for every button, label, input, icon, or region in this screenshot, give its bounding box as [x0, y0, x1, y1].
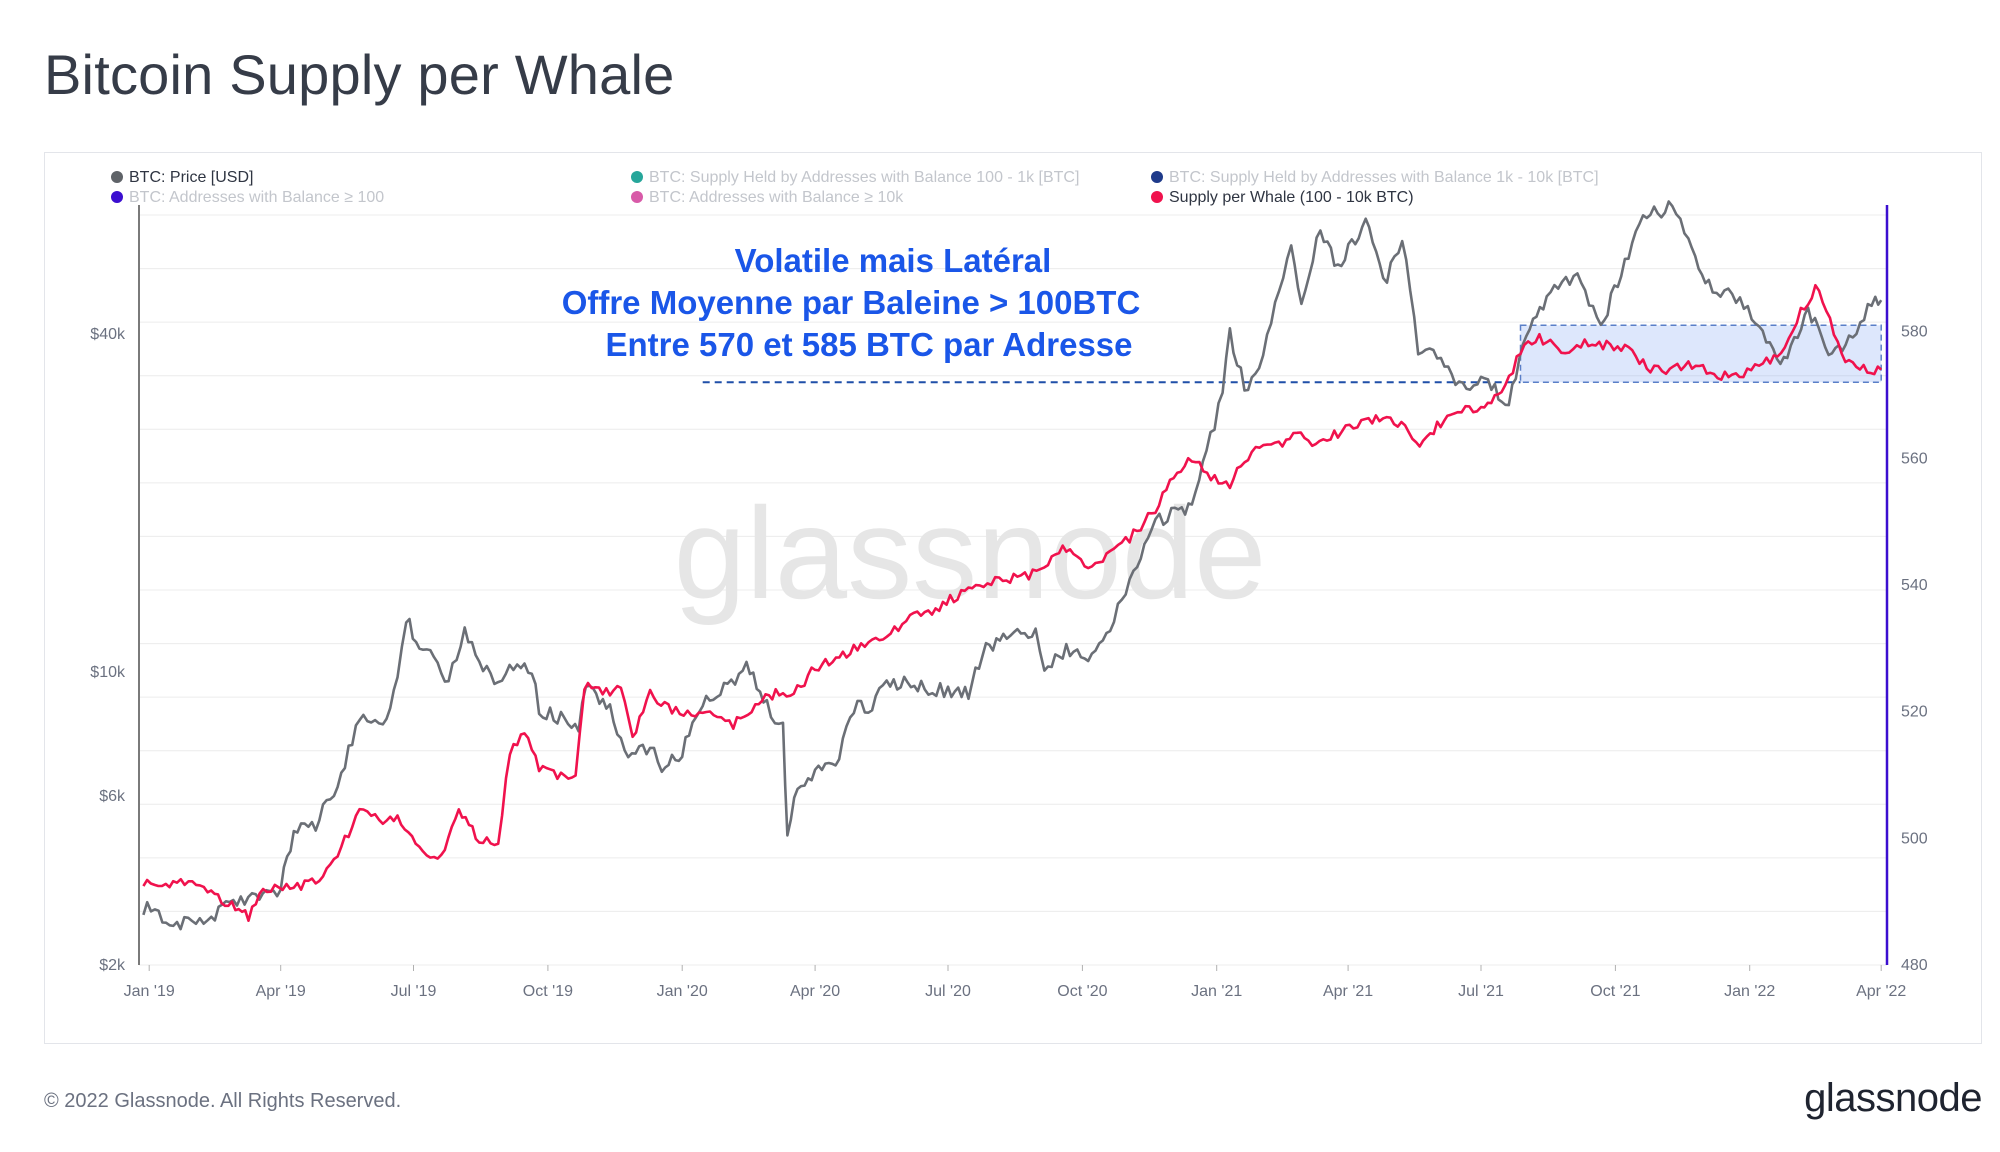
x-tick-label: Jul '21: [1458, 983, 1504, 1000]
legend-label: BTC: Addresses with Balance ≥ 10k: [649, 189, 904, 206]
x-tick-label: Apr '19: [256, 983, 306, 1000]
legend-marker: [631, 171, 643, 183]
legend-label: BTC: Supply Held by Addresses with Balan…: [1169, 169, 1599, 186]
page-title: Bitcoin Supply per Whale: [44, 43, 675, 106]
x-tick-label: Jan '20: [657, 983, 708, 1000]
legend-marker: [111, 191, 123, 203]
series-layer: [142, 200, 1883, 931]
legend-item[interactable]: BTC: Addresses with Balance ≥ 100: [111, 189, 384, 206]
axes: $2k $6k $10k $40k 480 500 520 540 560 580 Jan '19 A…: [90, 205, 1928, 1000]
legend-marker: [1151, 191, 1163, 203]
legend-item[interactable]: BTC: Price [USD]: [111, 169, 253, 186]
left-tick-label: $2k: [99, 957, 126, 974]
legend-marker: [1151, 171, 1163, 183]
legend-marker: [631, 191, 643, 203]
right-tick-label: 580: [1901, 324, 1928, 341]
gridlines: [139, 214, 1887, 966]
lateral-range-box: [1519, 324, 1882, 384]
legend-label: BTC: Supply Held by Addresses with Balan…: [649, 169, 1079, 186]
legend-item[interactable]: BTC: Supply Held by Addresses with Balan…: [631, 169, 1079, 186]
supply-per-whale-line: [142, 283, 1883, 923]
watermark: glassnode: [674, 480, 1267, 626]
x-tick-label: Oct '19: [523, 983, 573, 1000]
chart-canvas: glassnode $2k $6k $10k $40k 480 500 520 540 560 5…: [90, 169, 1928, 1000]
right-tick-label: 520: [1901, 704, 1928, 721]
x-tick-label: Apr '21: [1323, 983, 1373, 1000]
legend-item[interactable]: Supply per Whale (100 - 10k BTC): [1151, 189, 1414, 206]
left-tick-label: $6k: [99, 788, 126, 805]
x-tick-label: Jul '19: [391, 983, 437, 1000]
right-tick-label: 480: [1901, 957, 1928, 974]
annotation: Volatile mais Latéral Offre Moyenne par B…: [562, 242, 1141, 363]
annotation-line: Entre 570 et 585 BTC par Adresse: [605, 326, 1132, 363]
annotation-line: Volatile mais Latéral: [735, 242, 1052, 279]
x-tick-label: Apr '22: [1856, 983, 1906, 1000]
left-tick-label: $40k: [90, 326, 126, 343]
legend-item[interactable]: BTC: Supply Held by Addresses with Balan…: [1151, 169, 1599, 186]
x-tick-label: Oct '20: [1057, 983, 1107, 1000]
x-tick-label: Jan '21: [1191, 983, 1242, 1000]
annotation-line: Offre Moyenne par Baleine > 100BTC: [562, 284, 1141, 321]
right-tick-label: 560: [1901, 450, 1928, 467]
legend-label: BTC: Price [USD]: [129, 169, 253, 186]
legend-label: BTC: Addresses with Balance ≥ 100: [129, 189, 384, 206]
btc-price-line: [142, 200, 1883, 931]
x-tick-label: Jan '19: [124, 983, 175, 1000]
x-tick-label: Oct '21: [1590, 983, 1640, 1000]
legend: BTC: Price [USD] BTC: Addresses with Bala…: [111, 169, 1599, 206]
copyright-text: © 2022 Glassnode. All Rights Reserved.: [44, 1090, 402, 1112]
legend-marker: [111, 171, 123, 183]
x-tick-label: Jul '20: [925, 983, 971, 1000]
x-tick-label: Apr '20: [790, 983, 840, 1000]
glassnode-logo[interactable]: glassnode: [1804, 1076, 1982, 1120]
legend-label: Supply per Whale (100 - 10k BTC): [1169, 189, 1414, 206]
legend-item[interactable]: BTC: Addresses with Balance ≥ 10k: [631, 189, 904, 206]
right-tick-label: 540: [1901, 577, 1928, 594]
x-tick-label: Jan '22: [1724, 983, 1775, 1000]
right-tick-label: 500: [1901, 830, 1928, 847]
left-tick-label: $10k: [90, 664, 126, 681]
shaded-range: [702, 324, 1882, 384]
chart-panel: glassnode $2k $6k $10k $40k 480 500 520 540 560 5…: [44, 152, 1982, 1044]
